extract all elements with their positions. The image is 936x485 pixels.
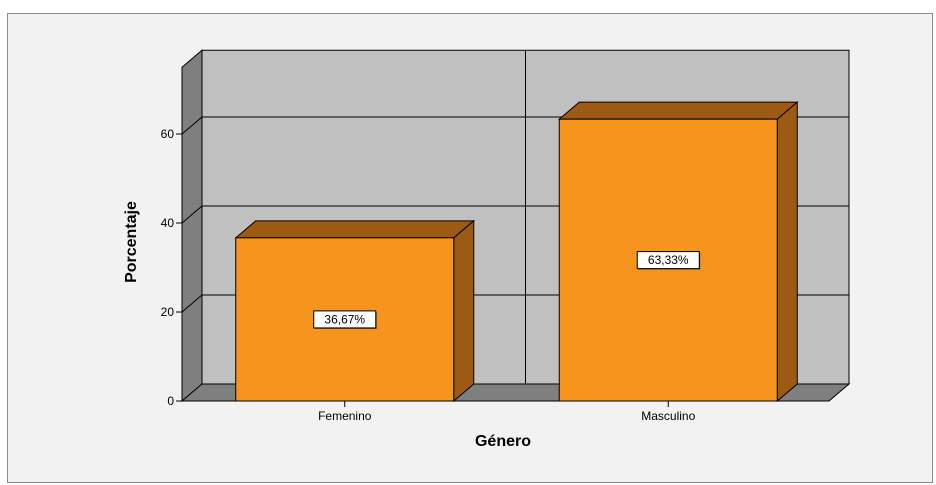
x-tick-label: Masculino	[641, 409, 695, 423]
side-wall	[181, 49, 203, 403]
y-tick-label: 20	[161, 305, 175, 319]
data-label: 36,67%	[313, 310, 377, 329]
gridline-side	[181, 294, 203, 313]
bar-top	[557, 101, 799, 120]
y-tick-label: 0	[167, 394, 174, 408]
bar-top	[234, 220, 476, 239]
bar-femenino: 36,67%	[234, 219, 476, 403]
gridline-side	[181, 116, 203, 135]
y-tick-label: 60	[161, 127, 175, 141]
bars: 36,67% 63,33%	[234, 101, 799, 403]
data-label-text: 63,33%	[648, 253, 689, 267]
x-axis: Femenino Masculino	[182, 400, 829, 423]
y-tick-label: 40	[161, 216, 175, 230]
y-axis: 0 20 40 60	[161, 67, 183, 408]
bar-side	[453, 219, 475, 403]
data-label: 63,33%	[636, 251, 701, 270]
data-label-box	[313, 310, 377, 329]
data-label-text: 36,67%	[324, 312, 365, 326]
bar-side	[776, 101, 798, 403]
bar-masculino: 63,33%	[557, 101, 799, 403]
x-tick-label: Femenino	[318, 409, 372, 423]
gridline-side	[181, 205, 203, 224]
y-axis-title: Porcentaje	[123, 201, 140, 283]
data-label-box	[636, 251, 700, 270]
x-axis-title: Género	[475, 433, 531, 450]
